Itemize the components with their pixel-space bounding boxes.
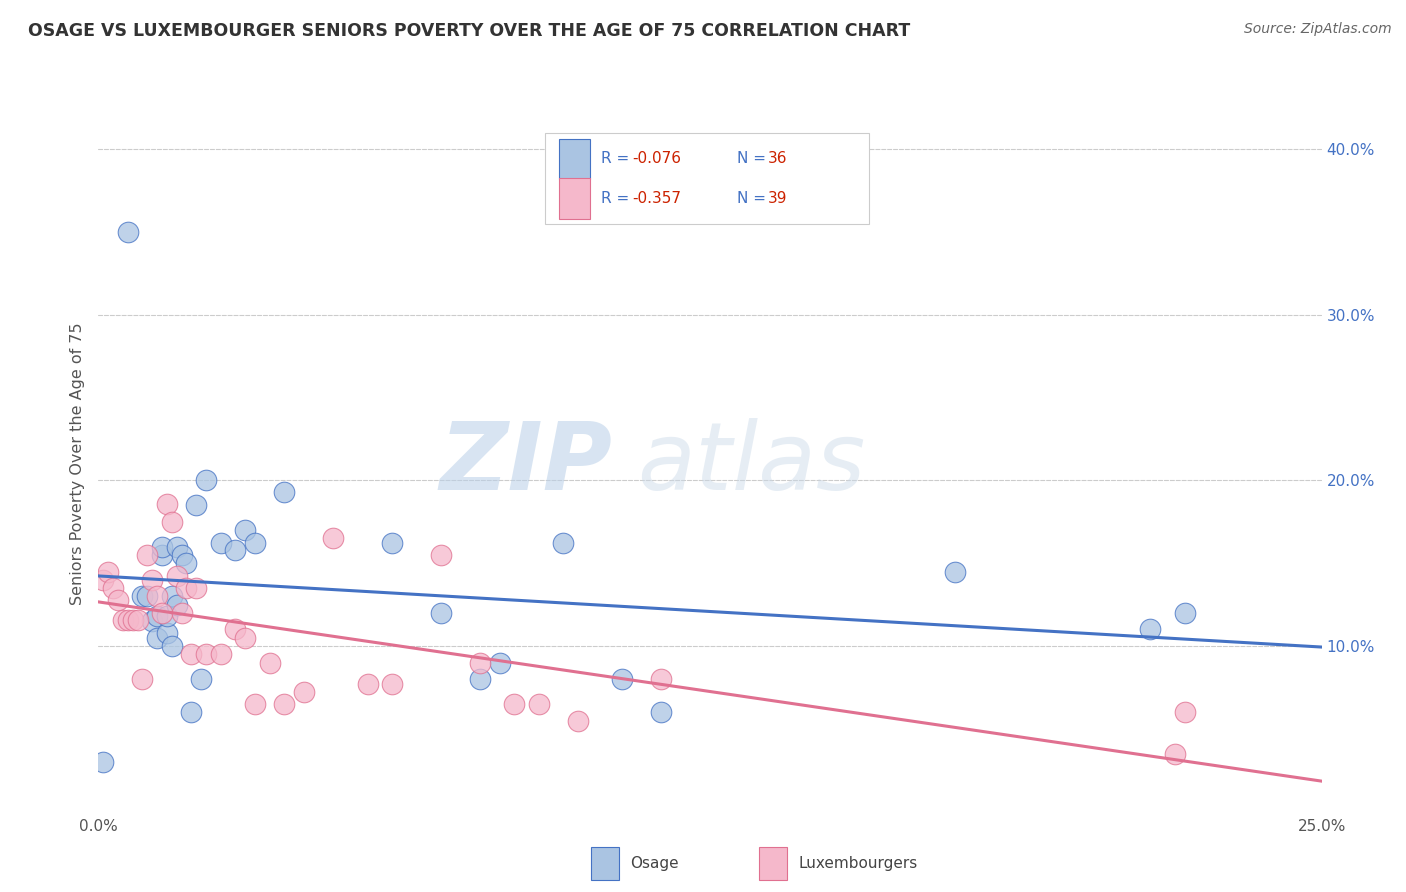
Point: [650, 672, 672, 686]
Point: [117, 613, 139, 627]
Point: [180, 706, 202, 720]
Point: [131, 590, 153, 604]
Point: [1139, 623, 1161, 637]
Text: R =: R =: [602, 191, 634, 206]
Point: [156, 625, 179, 640]
Text: R =: R =: [602, 151, 634, 166]
Point: [292, 685, 315, 699]
Point: [166, 598, 188, 612]
Point: [567, 714, 589, 728]
Point: [356, 677, 378, 691]
Point: [180, 648, 202, 662]
Point: [160, 515, 183, 529]
Text: Osage: Osage: [630, 856, 679, 871]
Point: [381, 677, 404, 691]
Point: [1174, 606, 1197, 620]
Point: [610, 672, 633, 686]
Text: -0.076: -0.076: [633, 151, 681, 166]
Point: [136, 590, 159, 604]
Point: [166, 569, 188, 583]
Point: [233, 631, 256, 645]
Point: [488, 656, 510, 670]
Point: [146, 590, 169, 604]
Text: Luxembourgers: Luxembourgers: [799, 856, 918, 871]
Point: [170, 606, 193, 620]
Text: ZIP: ZIP: [439, 417, 612, 510]
Point: [650, 706, 672, 720]
Point: [259, 656, 281, 670]
Point: [503, 697, 526, 711]
Point: [553, 536, 575, 550]
Point: [160, 639, 183, 653]
Point: [209, 536, 232, 550]
Point: [224, 623, 246, 637]
Point: [243, 536, 266, 550]
Point: [141, 573, 163, 587]
Point: [131, 672, 153, 686]
Point: [1164, 747, 1187, 761]
Point: [943, 565, 966, 579]
Point: [136, 548, 159, 562]
Text: Source: ZipAtlas.com: Source: ZipAtlas.com: [1244, 22, 1392, 37]
Point: [195, 474, 218, 488]
Point: [91, 573, 114, 587]
Point: [117, 225, 139, 239]
Text: 36: 36: [768, 151, 787, 166]
Point: [1174, 706, 1197, 720]
Point: [273, 697, 295, 711]
Point: [150, 606, 173, 620]
Point: [97, 565, 120, 579]
Point: [156, 609, 179, 624]
Point: [243, 697, 266, 711]
Point: [146, 609, 169, 624]
Point: [430, 548, 453, 562]
Point: [101, 581, 124, 595]
Point: [91, 755, 114, 769]
Text: 39: 39: [768, 191, 787, 206]
Point: [146, 631, 169, 645]
Point: [190, 672, 212, 686]
Point: [527, 697, 550, 711]
Point: [121, 613, 143, 627]
Point: [176, 556, 198, 570]
Point: [195, 648, 218, 662]
Point: [127, 613, 149, 627]
Point: [186, 581, 208, 595]
Point: [468, 656, 491, 670]
Point: [160, 590, 183, 604]
Point: [141, 614, 163, 628]
Point: [150, 548, 173, 562]
Point: [273, 485, 295, 500]
Point: [381, 536, 404, 550]
Point: [107, 592, 129, 607]
Point: [186, 498, 208, 512]
Point: [322, 532, 344, 546]
Point: [176, 581, 198, 595]
Point: [170, 548, 193, 562]
Point: [224, 543, 246, 558]
Point: [166, 540, 188, 554]
Point: [233, 523, 256, 537]
Text: OSAGE VS LUXEMBOURGER SENIORS POVERTY OVER THE AGE OF 75 CORRELATION CHART: OSAGE VS LUXEMBOURGER SENIORS POVERTY OV…: [28, 22, 910, 40]
Point: [468, 672, 491, 686]
Text: -0.357: -0.357: [633, 191, 681, 206]
Text: N =: N =: [737, 191, 770, 206]
Point: [209, 648, 232, 662]
Point: [150, 540, 173, 554]
Point: [430, 606, 453, 620]
Y-axis label: Seniors Poverty Over the Age of 75: Seniors Poverty Over the Age of 75: [70, 323, 86, 605]
Text: atlas: atlas: [637, 418, 865, 509]
Point: [111, 613, 134, 627]
Point: [156, 497, 179, 511]
Text: N =: N =: [737, 151, 770, 166]
